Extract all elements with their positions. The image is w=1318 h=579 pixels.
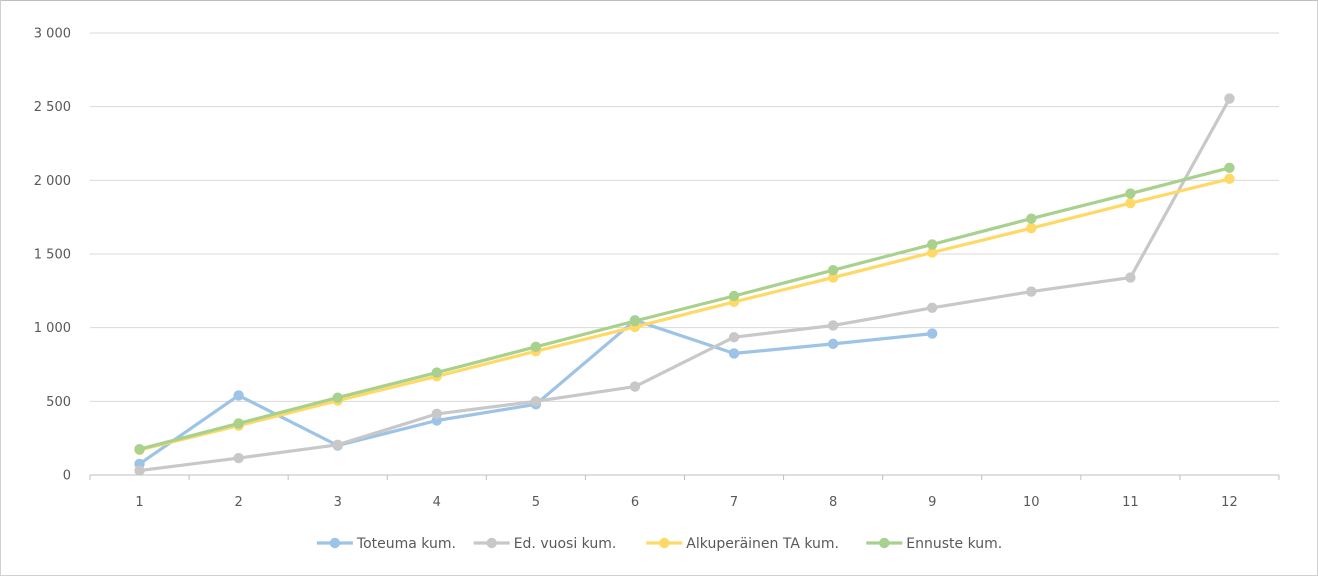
legend-item: Ennuste kum. xyxy=(866,536,1002,552)
data-point xyxy=(629,381,641,392)
data-point xyxy=(233,452,244,464)
data-point xyxy=(827,265,839,276)
x-tick-label: 11 xyxy=(1122,495,1139,510)
data-point xyxy=(1224,162,1235,174)
x-tick-label: 6 xyxy=(631,495,639,510)
data-point xyxy=(728,290,740,302)
series-3 xyxy=(134,173,1235,456)
data-point xyxy=(827,320,839,331)
y-tick-label: 2 000 xyxy=(34,174,71,189)
data-point xyxy=(332,392,343,403)
legend-label: Alkuperäinen TA kum. xyxy=(686,536,839,552)
y-tick-label: 2 500 xyxy=(34,100,71,115)
x-tick-label: 10 xyxy=(1023,495,1040,510)
data-point xyxy=(1026,286,1037,297)
legend-label: Ennuste kum. xyxy=(906,536,1002,552)
x-tick-label: 8 xyxy=(829,495,837,510)
legend-marker xyxy=(879,537,890,549)
series-2 xyxy=(134,93,1235,476)
x-tick-label: 12 xyxy=(1221,495,1238,510)
series-1 xyxy=(134,315,938,470)
data-point xyxy=(1026,223,1037,234)
data-point xyxy=(927,302,938,313)
data-point xyxy=(1125,197,1136,209)
legend-item: Alkuperäinen TA kum. xyxy=(646,536,839,552)
data-point xyxy=(530,396,542,407)
legend-label: Toteuma kum. xyxy=(356,536,456,552)
data-point xyxy=(728,348,740,359)
series-4 xyxy=(134,162,1235,455)
data-point xyxy=(827,272,839,283)
data-point xyxy=(927,328,938,339)
series-line xyxy=(137,96,1232,473)
x-tick-label: 9 xyxy=(928,495,936,510)
x-tick-label: 1 xyxy=(135,495,143,510)
legend-marker xyxy=(659,537,670,549)
y-tick-label: 1 500 xyxy=(34,248,71,263)
y-tick-label: 3 000 xyxy=(34,27,71,42)
data-point xyxy=(1125,272,1136,283)
data-point xyxy=(1125,188,1136,199)
series-lines xyxy=(134,93,1235,476)
data-point xyxy=(134,444,145,455)
data-point xyxy=(1224,173,1235,185)
data-point xyxy=(629,315,641,327)
data-point xyxy=(927,239,938,250)
x-tick-label: 2 xyxy=(234,495,242,510)
data-point xyxy=(827,338,839,350)
y-tick-label: 1 000 xyxy=(34,321,71,336)
data-point xyxy=(530,341,542,353)
x-tick-label: 5 xyxy=(532,495,540,510)
x-tick-label: 7 xyxy=(730,495,738,510)
legend-item: Ed. vuosi kum. xyxy=(473,536,617,552)
data-point xyxy=(728,332,740,343)
data-point xyxy=(332,439,343,450)
legend-label: Ed. vuosi kum. xyxy=(514,536,617,552)
data-point xyxy=(431,408,442,420)
x-tick-label: 4 xyxy=(433,495,441,510)
data-point xyxy=(1026,213,1037,224)
x-tick-label: 3 xyxy=(334,495,342,510)
legend-marker xyxy=(486,537,497,549)
data-point xyxy=(1224,93,1235,104)
x-axis-ticks: 1 2 3 4 5 6 7 8 9 10 11 12 xyxy=(89,475,1280,510)
series-line xyxy=(137,177,1232,452)
legend-marker xyxy=(329,537,341,549)
data-point xyxy=(927,247,938,258)
y-tick-label: 0 xyxy=(63,469,71,484)
gridlines xyxy=(90,32,1279,476)
data-point xyxy=(233,390,244,401)
y-tick-label: 500 xyxy=(46,395,71,410)
data-point xyxy=(431,367,442,378)
data-point xyxy=(134,465,145,476)
legend-item: Toteuma kum. xyxy=(316,536,456,552)
series-line xyxy=(137,166,1232,451)
data-point xyxy=(233,418,244,429)
y-axis-ticks: 0 500 1 000 1 500 2 000 2 500 3 000 xyxy=(34,27,71,484)
legend: Toteuma kum. Ed. vuosi kum. Alkuperäinen T… xyxy=(316,536,1002,552)
